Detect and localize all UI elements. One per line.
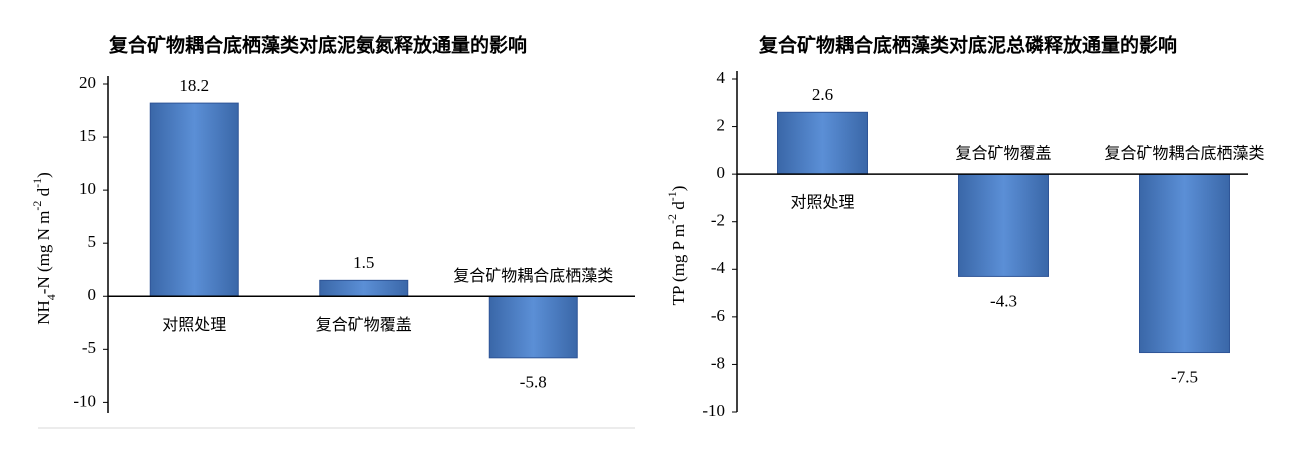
y-tick-label: 20 [79,73,96,92]
x-tick-label: 复合矿物耦合底栖藻类 [1104,144,1264,163]
y-tick-label: -2 [711,211,725,230]
y-tick-label: -10 [702,401,725,420]
x-tick-label: 对照处理 [790,193,854,212]
y-axis-label: TP (mg P m-2 d-1) [665,186,688,306]
value-label: 2.6 [812,85,833,104]
y-tick-label: 15 [79,126,96,145]
bar [149,102,239,297]
x-tick-label: 复合矿物覆盖 [316,315,412,334]
bar [1139,173,1230,354]
bar [319,279,409,297]
y-axis-label-part: TP (mg P m [669,224,688,305]
y-tick-label: -6 [711,306,725,325]
x-tick-label: 对照处理 [162,315,226,334]
y-tick-label: -10 [73,391,96,410]
y-tick-label: 4 [717,68,726,87]
y-axis-label-part: -N (mg N m [34,211,53,295]
y-tick-label: -4 [711,258,726,277]
y-axis-label-part: -1 [665,191,679,201]
y-axis-label-part: d [34,187,53,200]
value-label: -7.5 [1171,367,1198,386]
y-axis-label-part: d [669,201,688,214]
value-label: -4.3 [990,291,1017,310]
y-axis-label-part: -2 [30,201,44,211]
y-axis-label-part: -1 [30,178,44,188]
y-tick-label: 10 [79,179,96,198]
x-tick-label: 复合矿物耦合底栖藻类 [453,266,613,285]
y-axis-label-part: 4 [44,294,58,300]
y-tick-label: 2 [717,115,726,134]
value-label: 1.5 [353,253,374,272]
x-tick-label: 复合矿物覆盖 [955,144,1051,163]
y-axis-label-part: NH [34,300,53,325]
y-axis-label-part: ) [34,172,53,178]
y-tick-label: 0 [717,163,726,182]
y-axis-label-part: ) [669,186,688,192]
y-tick-label: 5 [88,232,97,251]
y-axis-label-part: -2 [665,214,679,224]
y-axis-label: NH4-N (mg N m-2 d-1) [30,172,58,325]
value-label: 18.2 [179,76,209,95]
y-tick-label: -5 [82,338,96,357]
value-label: -5.8 [520,373,547,392]
bar [488,295,578,359]
chart-title: 复合矿物耦合底栖藻类对底泥氨氮释放通量的影响 [108,33,527,56]
bar [958,173,1049,277]
chart-title: 复合矿物耦合底栖藻类对底泥总磷释放通量的影响 [758,33,1177,56]
y-tick-label: 0 [88,285,97,304]
y-tick-label: -8 [711,353,725,372]
bar [777,111,868,175]
